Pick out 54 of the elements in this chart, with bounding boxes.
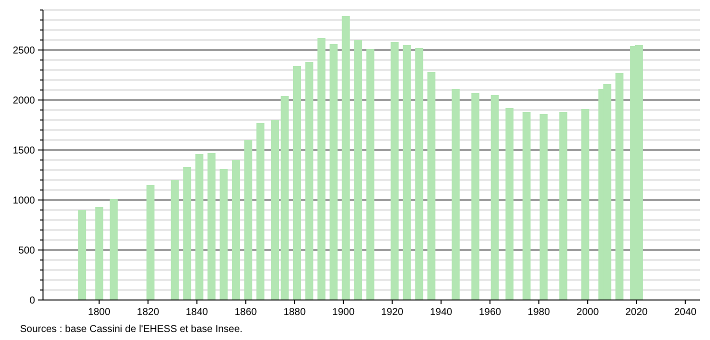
bar	[427, 72, 436, 300]
x-tick-label: 1800	[88, 307, 111, 318]
bar	[402, 45, 411, 300]
x-tick-label: 1940	[430, 307, 453, 318]
x-tick-label: 1860	[234, 307, 258, 318]
x-tick-label: 1920	[381, 307, 404, 318]
bar	[280, 96, 289, 300]
bar	[471, 93, 480, 300]
bar	[540, 114, 548, 300]
bar	[342, 16, 350, 300]
bar	[110, 199, 118, 300]
x-tick-label: 1960	[478, 307, 502, 318]
bar	[232, 160, 240, 300]
bar	[293, 66, 302, 300]
x-tick-label: 2000	[576, 307, 600, 318]
bar	[305, 62, 314, 300]
x-tick-label: 1880	[283, 307, 306, 318]
bar	[522, 112, 531, 300]
bar	[452, 89, 460, 300]
x-tick-label: 1820	[136, 307, 160, 318]
y-tick-label: 1500	[12, 146, 36, 156]
bar	[256, 123, 264, 300]
y-tick-label: 500	[18, 246, 36, 256]
bar	[390, 42, 399, 300]
bar	[415, 48, 424, 300]
bar	[581, 109, 590, 300]
x-tick-label: 1980	[528, 307, 550, 318]
bar	[615, 73, 624, 300]
bar	[208, 153, 216, 300]
bar	[244, 140, 252, 300]
x-tick-label: 1900	[332, 307, 355, 318]
bar	[354, 40, 362, 300]
bar	[271, 120, 280, 300]
y-tick-label: 1000	[12, 196, 36, 206]
bar	[183, 167, 192, 300]
y-tick-label: 2500	[12, 46, 36, 56]
y-tick-label: 2000	[12, 96, 36, 106]
bar	[146, 185, 154, 300]
bar	[95, 207, 104, 300]
bar	[220, 169, 228, 300]
y-tick-label: 0	[29, 296, 36, 306]
x-tick-label: 2040	[674, 307, 697, 318]
x-tick-label: 2020	[625, 307, 648, 318]
bar	[559, 112, 568, 300]
source-note: Sources : base Cassini de l'EHESS et base Insee.	[20, 324, 243, 335]
bar	[490, 95, 499, 300]
bar	[170, 180, 179, 300]
bar	[330, 44, 338, 300]
bar	[195, 154, 204, 300]
bar	[505, 108, 514, 300]
bar	[78, 210, 86, 300]
bar	[317, 38, 326, 300]
bar	[366, 49, 374, 300]
x-tick-label: 1840	[186, 307, 208, 318]
